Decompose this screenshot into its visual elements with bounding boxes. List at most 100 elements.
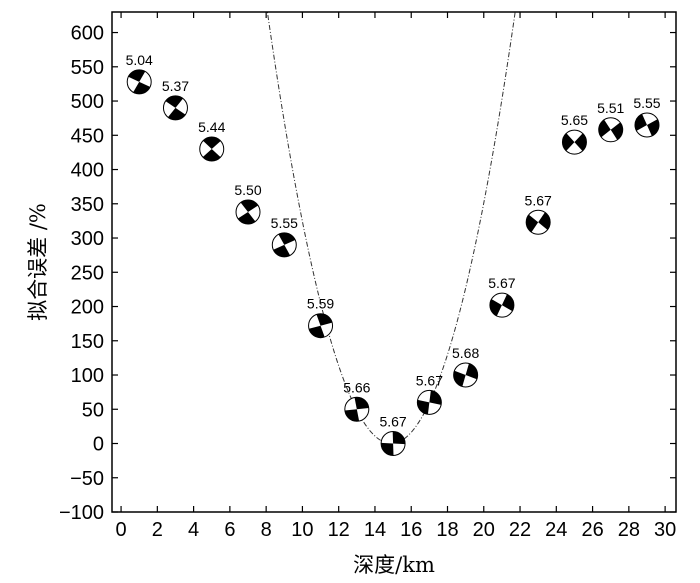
x-tick-label: 12 [328,519,350,541]
magnitude-label: 5.50 [234,182,261,198]
beachball-outline [598,117,624,143]
beachball-outline [308,313,334,339]
y-tick-label: 500 [71,91,104,113]
x-tick-label: 26 [581,519,603,541]
beachball-quadrant [646,119,659,136]
beachball-quadrant [574,133,587,152]
x-tick-label: 24 [545,519,567,541]
data-point: 5.51 [597,100,625,143]
beachball-outline [235,199,261,225]
beachball-quadrant [240,199,259,212]
beachball-outline [271,232,297,258]
magnitude-label: 5.67 [525,192,552,208]
data-point: 5.67 [379,414,407,457]
beachball-quadrant [417,399,430,415]
plot-frame [111,11,677,513]
magnitude-label: 5.59 [307,296,334,312]
beachball-quadrant [562,133,575,151]
magnitude-label: 5.51 [597,100,624,116]
y-tick-label: 600 [71,23,104,45]
y-tick-label: 50 [82,399,104,421]
y-tick-label: 450 [71,125,104,147]
magnitude-label: 5.55 [633,95,660,111]
beachball-quadrant [429,390,442,405]
y-tick-label: 300 [71,228,104,250]
beachball-outline [453,362,479,388]
beachball-outline [126,69,152,95]
beachball-quadrant [381,442,394,456]
x-tick-label: 6 [224,519,235,541]
y-tick-label: 150 [71,331,104,353]
beachball-quadrant [344,409,360,422]
magnitude-label: 5.67 [416,372,443,388]
beachball-outline [380,431,406,457]
beachball-outline [525,209,551,235]
data-point: 5.55 [271,215,298,258]
data-point: 5.44 [198,119,226,162]
x-tick-label: 30 [654,519,676,541]
beachball-quadrant [526,214,539,233]
data-point: 5.67 [416,372,443,415]
x-tick-label: 18 [436,519,458,541]
y-tick-label: 250 [71,262,104,284]
y-tick-label: 350 [71,194,104,216]
data-point: 5.55 [633,95,661,138]
x-tick-label: 20 [473,519,495,541]
magnitude-label: 5.68 [452,345,479,361]
beachball-quadrant [202,136,221,149]
beachball-quadrant [278,232,296,245]
beachball-outline [489,292,515,318]
x-tick-label: 16 [400,519,422,541]
magnitude-label: 5.67 [488,275,515,291]
magnitude-label: 5.65 [561,112,588,128]
x-tick-label: 4 [188,519,199,541]
magnitude-label: 5.04 [126,52,153,68]
data-point: 5.67 [525,192,552,235]
fit-curve [266,12,516,445]
x-tick-label: 22 [509,519,531,541]
beachball-quadrant [237,212,256,225]
x-tick-label: 0 [116,519,127,541]
beachball-quadrant [501,294,514,312]
beachball-quadrant [273,244,291,257]
magnitude-label: 5.55 [271,215,298,231]
beachball-outline [561,129,587,155]
data-point: 5.59 [307,296,334,339]
beachball-outline [634,112,660,138]
magnitude-label: 5.37 [162,78,189,94]
y-tick-label: 0 [93,434,104,456]
data-point: 5.50 [234,182,262,225]
y-tick-label: −50 [70,468,104,490]
beachball-quadrant [634,114,647,131]
beachball-quadrant [133,81,151,94]
x-tick-label: 28 [618,519,640,541]
beachball-quadrant [167,107,186,120]
y-tick-label: −100 [59,502,104,524]
beachball-outline [344,396,370,422]
x-tick-label: 14 [364,519,386,541]
beachball-quadrant [354,397,369,410]
y-tick-label: 400 [71,160,104,182]
magnitude-label: 5.44 [198,119,225,135]
data-point: 5.68 [452,345,479,388]
beachball-quadrant [610,122,623,140]
data-point: 5.37 [162,78,189,121]
beachball-quadrant [128,69,146,82]
data-point: 5.67 [488,275,516,318]
data-point: 5.04 [126,52,153,95]
beachball-quadrant [202,148,221,161]
y-tick-label: 200 [71,297,104,319]
data-point: 5.66 [343,379,371,422]
beachball-quadrant [165,95,184,108]
beachball-quadrant [538,212,551,230]
beachball-outline [162,95,188,121]
x-tick-label: 10 [291,519,313,541]
y-tick-label: 100 [71,365,104,387]
x-tick-label: 2 [152,519,163,541]
x-tick-label: 8 [261,519,272,541]
data-point: 5.65 [561,112,588,155]
beachball-outline [416,389,442,415]
y-axis-title: 拟合误差 /% [26,203,50,321]
beachball-quadrant [598,119,611,138]
beachball-quadrant [489,299,502,317]
